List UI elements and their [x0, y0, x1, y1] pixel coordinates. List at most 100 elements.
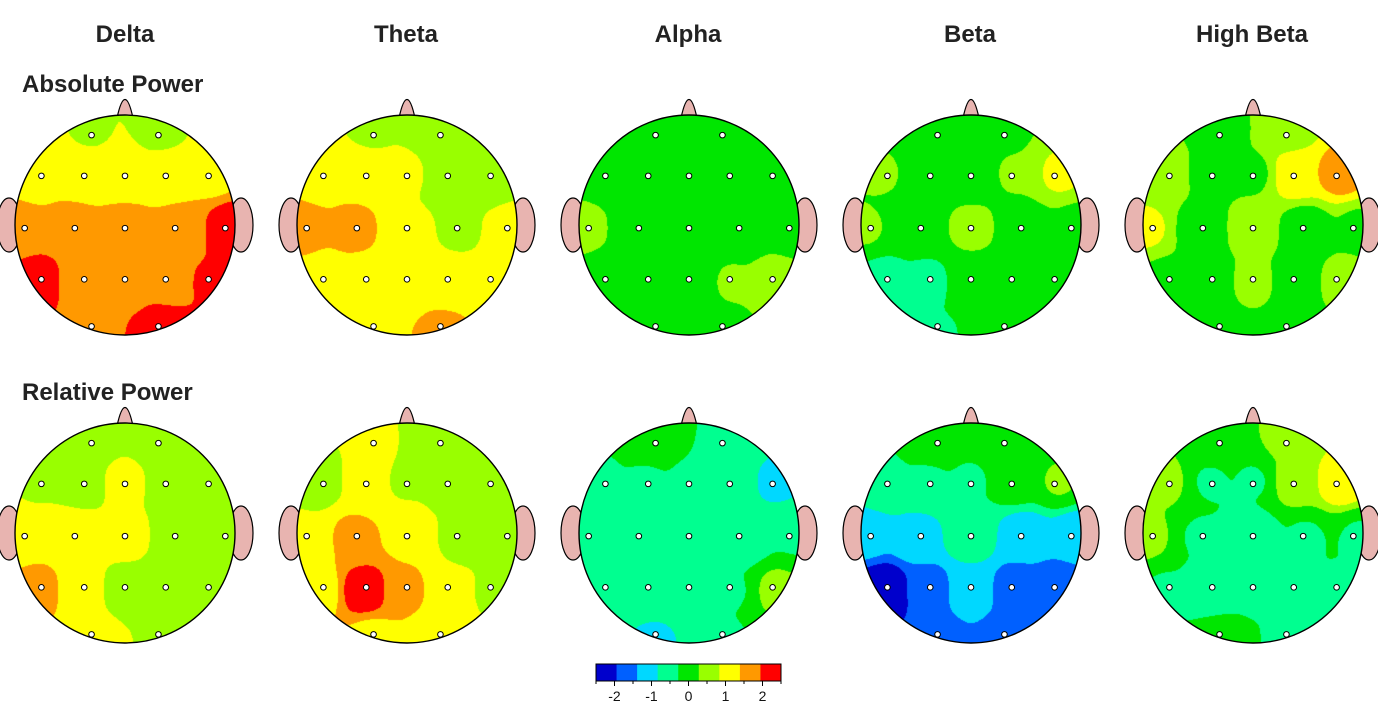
electrode-fz — [1249, 480, 1257, 488]
electrode-t4 — [1350, 532, 1357, 540]
electrode-o2 — [719, 631, 726, 638]
electrode-fz — [1249, 172, 1257, 180]
scalp-map-relative-power-high-beta — [1124, 406, 1378, 644]
electrode-f4 — [444, 172, 452, 180]
electrode-o2 — [437, 323, 444, 330]
electrode-cz — [685, 224, 693, 232]
electrode-f4 — [726, 172, 734, 180]
electrode-pz — [967, 276, 975, 283]
electrode-c3 — [71, 224, 79, 232]
electrode-fp1 — [934, 439, 941, 447]
electrode-fp2 — [155, 131, 162, 139]
electrode-f4 — [444, 480, 452, 488]
electrode-fz — [685, 172, 693, 180]
electrode-t3 — [303, 224, 310, 232]
electrode-fz — [685, 480, 693, 488]
band-title-beta: Beta — [944, 21, 997, 48]
electrode-cz — [121, 224, 129, 232]
head-outline — [1142, 422, 1364, 644]
scalp-map-absolute-power-theta — [278, 98, 536, 336]
electrode-f7 — [320, 480, 327, 488]
electrode-f7 — [1166, 172, 1173, 180]
electrode-t4 — [1350, 224, 1357, 232]
electrode-pz — [121, 584, 129, 591]
head-outline — [578, 114, 800, 336]
electrode-p3 — [1208, 584, 1216, 591]
head-outline — [860, 114, 1082, 336]
electrode-fp1 — [652, 131, 659, 139]
electrode-f3 — [80, 480, 88, 488]
electrode-p3 — [362, 276, 370, 283]
electrode-f3 — [1208, 172, 1216, 180]
electrode-pz — [403, 276, 411, 283]
scalp-map-absolute-power-high-beta — [1124, 98, 1378, 336]
electrode-fp2 — [437, 439, 444, 447]
electrode-f4 — [1008, 480, 1016, 488]
electrode-c4 — [171, 532, 179, 540]
colorbar-segment — [678, 664, 700, 681]
electrode-o2 — [155, 323, 162, 330]
electrode-t4 — [786, 224, 793, 232]
colorbar-tick-label: -1 — [645, 688, 658, 704]
electrode-t3 — [21, 224, 28, 232]
colorbar-segment — [657, 664, 679, 681]
head-outline — [14, 422, 236, 644]
electrode-fp1 — [652, 439, 659, 447]
electrode-fz — [967, 172, 975, 180]
electrode-o2 — [155, 631, 162, 638]
electrode-fz — [967, 480, 975, 488]
electrode-o2 — [719, 323, 726, 330]
electrode-p3 — [80, 276, 88, 283]
electrode-fp2 — [1283, 131, 1290, 139]
electrode-cz — [121, 532, 129, 540]
electrode-p3 — [644, 276, 652, 283]
scalp-map-relative-power-delta — [0, 406, 254, 644]
band-title-delta: Delta — [96, 21, 155, 48]
electrode-fz — [403, 172, 411, 180]
electrode-fp2 — [1001, 131, 1008, 139]
electrode-c3 — [917, 224, 925, 232]
electrode-p3 — [1208, 276, 1216, 283]
electrode-fp1 — [88, 439, 95, 447]
electrode-t5 — [38, 584, 45, 591]
electrode-c4 — [453, 224, 461, 232]
electrode-f4 — [162, 172, 170, 180]
electrode-f7 — [38, 480, 45, 488]
colorbar-tick-label: 2 — [759, 688, 767, 704]
colorbar-segment — [739, 664, 761, 681]
electrode-p3 — [926, 276, 934, 283]
electrode-cz — [685, 532, 693, 540]
electrode-t6 — [205, 276, 212, 283]
electrode-f8 — [205, 172, 212, 180]
row-title-relative-power: Relative Power — [22, 379, 193, 406]
electrode-c4 — [1299, 532, 1307, 540]
electrode-t5 — [38, 276, 45, 283]
electrode-p3 — [80, 584, 88, 591]
electrode-t6 — [205, 584, 212, 591]
electrode-f3 — [80, 172, 88, 180]
electrode-o1 — [1216, 323, 1223, 330]
electrode-t5 — [1166, 276, 1173, 283]
electrode-o1 — [88, 631, 95, 638]
electrode-f4 — [1008, 172, 1016, 180]
electrode-p3 — [644, 584, 652, 591]
electrode-cz — [403, 532, 411, 540]
scalp-map-absolute-power-delta — [0, 98, 254, 336]
electrode-o1 — [652, 323, 659, 330]
electrode-t3 — [1149, 532, 1156, 540]
colorbar-tick-label: 1 — [722, 688, 730, 704]
scalp-maps — [0, 98, 1378, 644]
head-outline — [578, 422, 800, 644]
head-outline — [860, 422, 1082, 644]
electrode-c3 — [1199, 532, 1207, 540]
colorbar-segment — [596, 664, 618, 681]
electrode-fp1 — [88, 131, 95, 139]
electrode-p3 — [362, 584, 370, 591]
colorbar-tick-label: -2 — [608, 688, 621, 704]
electrode-pz — [685, 584, 693, 591]
electrode-f3 — [926, 172, 934, 180]
electrode-fp1 — [370, 131, 377, 139]
electrode-p4 — [1008, 584, 1016, 591]
band-title-alpha: Alpha — [655, 21, 722, 48]
scalp-map-relative-power-alpha — [560, 406, 818, 644]
